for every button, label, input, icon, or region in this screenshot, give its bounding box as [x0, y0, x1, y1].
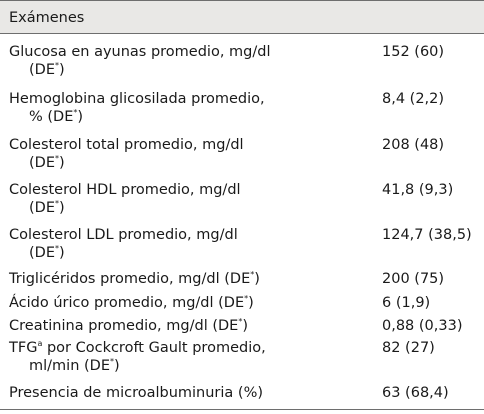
row-label-line2: (DE [29, 245, 55, 261]
row-label: Ácido úrico promedio, mg/dl (DE*) [9, 294, 369, 312]
row-label-close: ) [58, 200, 65, 216]
footnote-star: * [54, 154, 59, 164]
row-label-close: ) [254, 271, 260, 287]
row-label-text: Creatinina promedio, mg/dl (DE [9, 318, 239, 334]
row-label-close: ) [248, 295, 254, 311]
row-label-line2: (DE [29, 62, 55, 78]
footnote-star: * [73, 108, 78, 118]
footnote-star: * [54, 244, 59, 254]
row-label: Colesterol LDL promedio, mg/dl (DE*) [9, 226, 369, 262]
row-value: 152 (60) [382, 44, 445, 60]
row-value: 8,4 (2,2) [382, 91, 445, 107]
row-label-line2: (DE [29, 200, 55, 216]
row-value: 6 (1,9) [382, 295, 431, 311]
row-label-line1: Colesterol LDL promedio, mg/dl [9, 227, 238, 243]
row-label-line1: por Cockcroft Gault promedio, [42, 340, 266, 356]
row-label-line1: Hemoglobina glicosilada promedio, [9, 91, 265, 107]
row-label: Triglicéridos promedio, mg/dl (DE*) [9, 270, 369, 288]
row-value: 63 (68,4) [382, 385, 449, 401]
row-label-line1: Colesterol HDL promedio, mg/dl [9, 182, 241, 198]
row-label-close: ) [113, 358, 120, 374]
row-label: Glucosa en ayunas promedio, mg/dl (DE*) [9, 43, 369, 79]
footnote-star: * [54, 61, 59, 71]
footnote-star: * [238, 317, 243, 327]
row-label: Hemoglobina glicosilada promedio, % (DE*… [9, 90, 369, 126]
row-label-close: ) [77, 109, 84, 125]
row-label-close: ) [58, 62, 65, 78]
bottom-rule [0, 409, 484, 410]
footnote-a: a [37, 339, 43, 349]
row-label-tfg: TFG [9, 340, 38, 356]
row-label-close: ) [58, 245, 65, 261]
footnote-star: * [250, 270, 255, 280]
row-label-line2: % (DE [29, 109, 74, 125]
row-label: Colesterol total promedio, mg/dl (DE*) [9, 136, 369, 172]
row-label-line2: ml/min (DE [29, 358, 110, 374]
row-value: 0,88 (0,33) [382, 318, 463, 334]
row-label-line2: (DE [29, 155, 55, 171]
row-value: 208 (48) [382, 137, 445, 153]
table-header: Exámenes [0, 0, 484, 34]
row-value: 41,8 (9,3) [382, 182, 454, 198]
row-label: Creatinina promedio, mg/dl (DE*) [9, 317, 369, 335]
row-label: Colesterol HDL promedio, mg/dl (DE*) [9, 181, 369, 217]
row-label-text: Ácido úrico promedio, mg/dl (DE [9, 295, 245, 311]
row-label-close: ) [58, 155, 65, 171]
row-label-text: Triglicéridos promedio, mg/dl (DE [9, 271, 251, 287]
row-value: 200 (75) [382, 271, 445, 287]
row-value: 124,7 (38,5) [382, 227, 472, 243]
footnote-star: * [54, 199, 59, 209]
row-label-line1: Colesterol total promedio, mg/dl [9, 137, 244, 153]
row-label-close: ) [242, 318, 248, 334]
row-label: TFGa por Cockcroft Gault promedio, ml/mi… [9, 339, 369, 375]
footnote-star: * [244, 294, 249, 304]
row-label-line1: Glucosa en ayunas promedio, mg/dl [9, 44, 271, 60]
row-value: 82 (27) [382, 340, 435, 356]
footnote-star: * [109, 357, 114, 367]
header-label: Exámenes [9, 10, 85, 26]
row-label: Presencia de microalbuminuria (%) [9, 385, 264, 401]
